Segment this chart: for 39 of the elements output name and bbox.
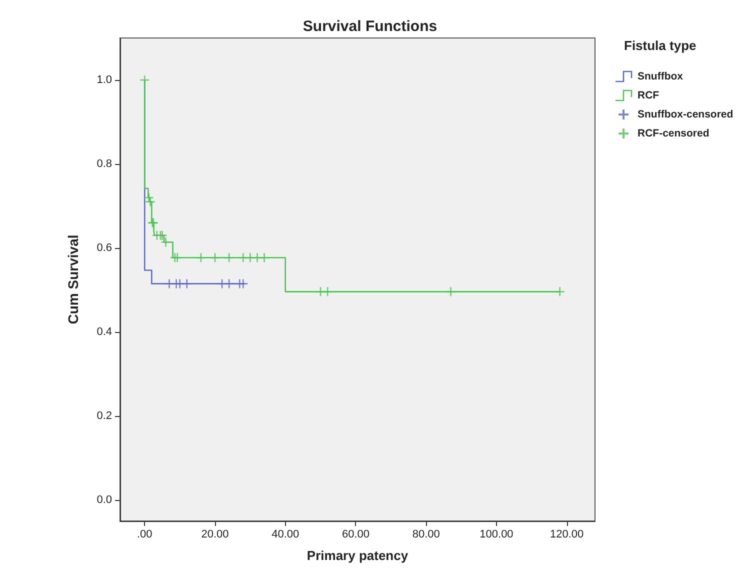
point xyxy=(210,252,220,263)
y-tick-label: 0.2 xyxy=(96,410,112,422)
y-tick-label: 0.6 xyxy=(96,242,112,254)
legend-label: Snuffbox xyxy=(638,70,684,82)
y-tick-label: 0.8 xyxy=(96,158,112,170)
x-axis-title: Primary patency xyxy=(306,548,409,563)
chart-title: Survival Functions xyxy=(302,18,438,35)
point xyxy=(224,278,234,289)
point xyxy=(259,252,270,263)
y-tick-label: 1.0 xyxy=(96,74,112,86)
point xyxy=(322,286,333,297)
x-tick-label: 60.00 xyxy=(342,528,370,540)
point xyxy=(245,252,256,263)
point xyxy=(224,252,234,263)
x-tick-label: 80.00 xyxy=(412,528,440,540)
point xyxy=(172,252,182,263)
point xyxy=(182,278,192,289)
legend-title: Fistula type xyxy=(624,38,696,53)
point xyxy=(196,252,206,263)
point xyxy=(252,252,262,263)
x-tick-label: 120.00 xyxy=(550,528,584,540)
point xyxy=(139,74,150,86)
y-tick-label: 0.0 xyxy=(96,494,112,506)
point xyxy=(164,278,174,289)
x-tick-label: .00 xyxy=(136,528,152,540)
point xyxy=(446,286,456,297)
legend-label: RCF-censored xyxy=(638,128,710,140)
point xyxy=(554,286,565,297)
point xyxy=(238,252,248,263)
x-tick-label: 20.00 xyxy=(201,528,229,540)
point xyxy=(144,192,154,203)
x-tick-label: 40.00 xyxy=(272,528,300,540)
legend-label: Snuffbox-censored xyxy=(638,108,734,120)
point xyxy=(315,286,326,297)
legend-label: RCF xyxy=(638,90,660,102)
y-tick-label: 0.4 xyxy=(96,326,112,338)
point xyxy=(216,278,228,289)
y-axis-title: Cum Survival xyxy=(65,234,81,324)
x-tick-label: 100.00 xyxy=(480,528,514,540)
